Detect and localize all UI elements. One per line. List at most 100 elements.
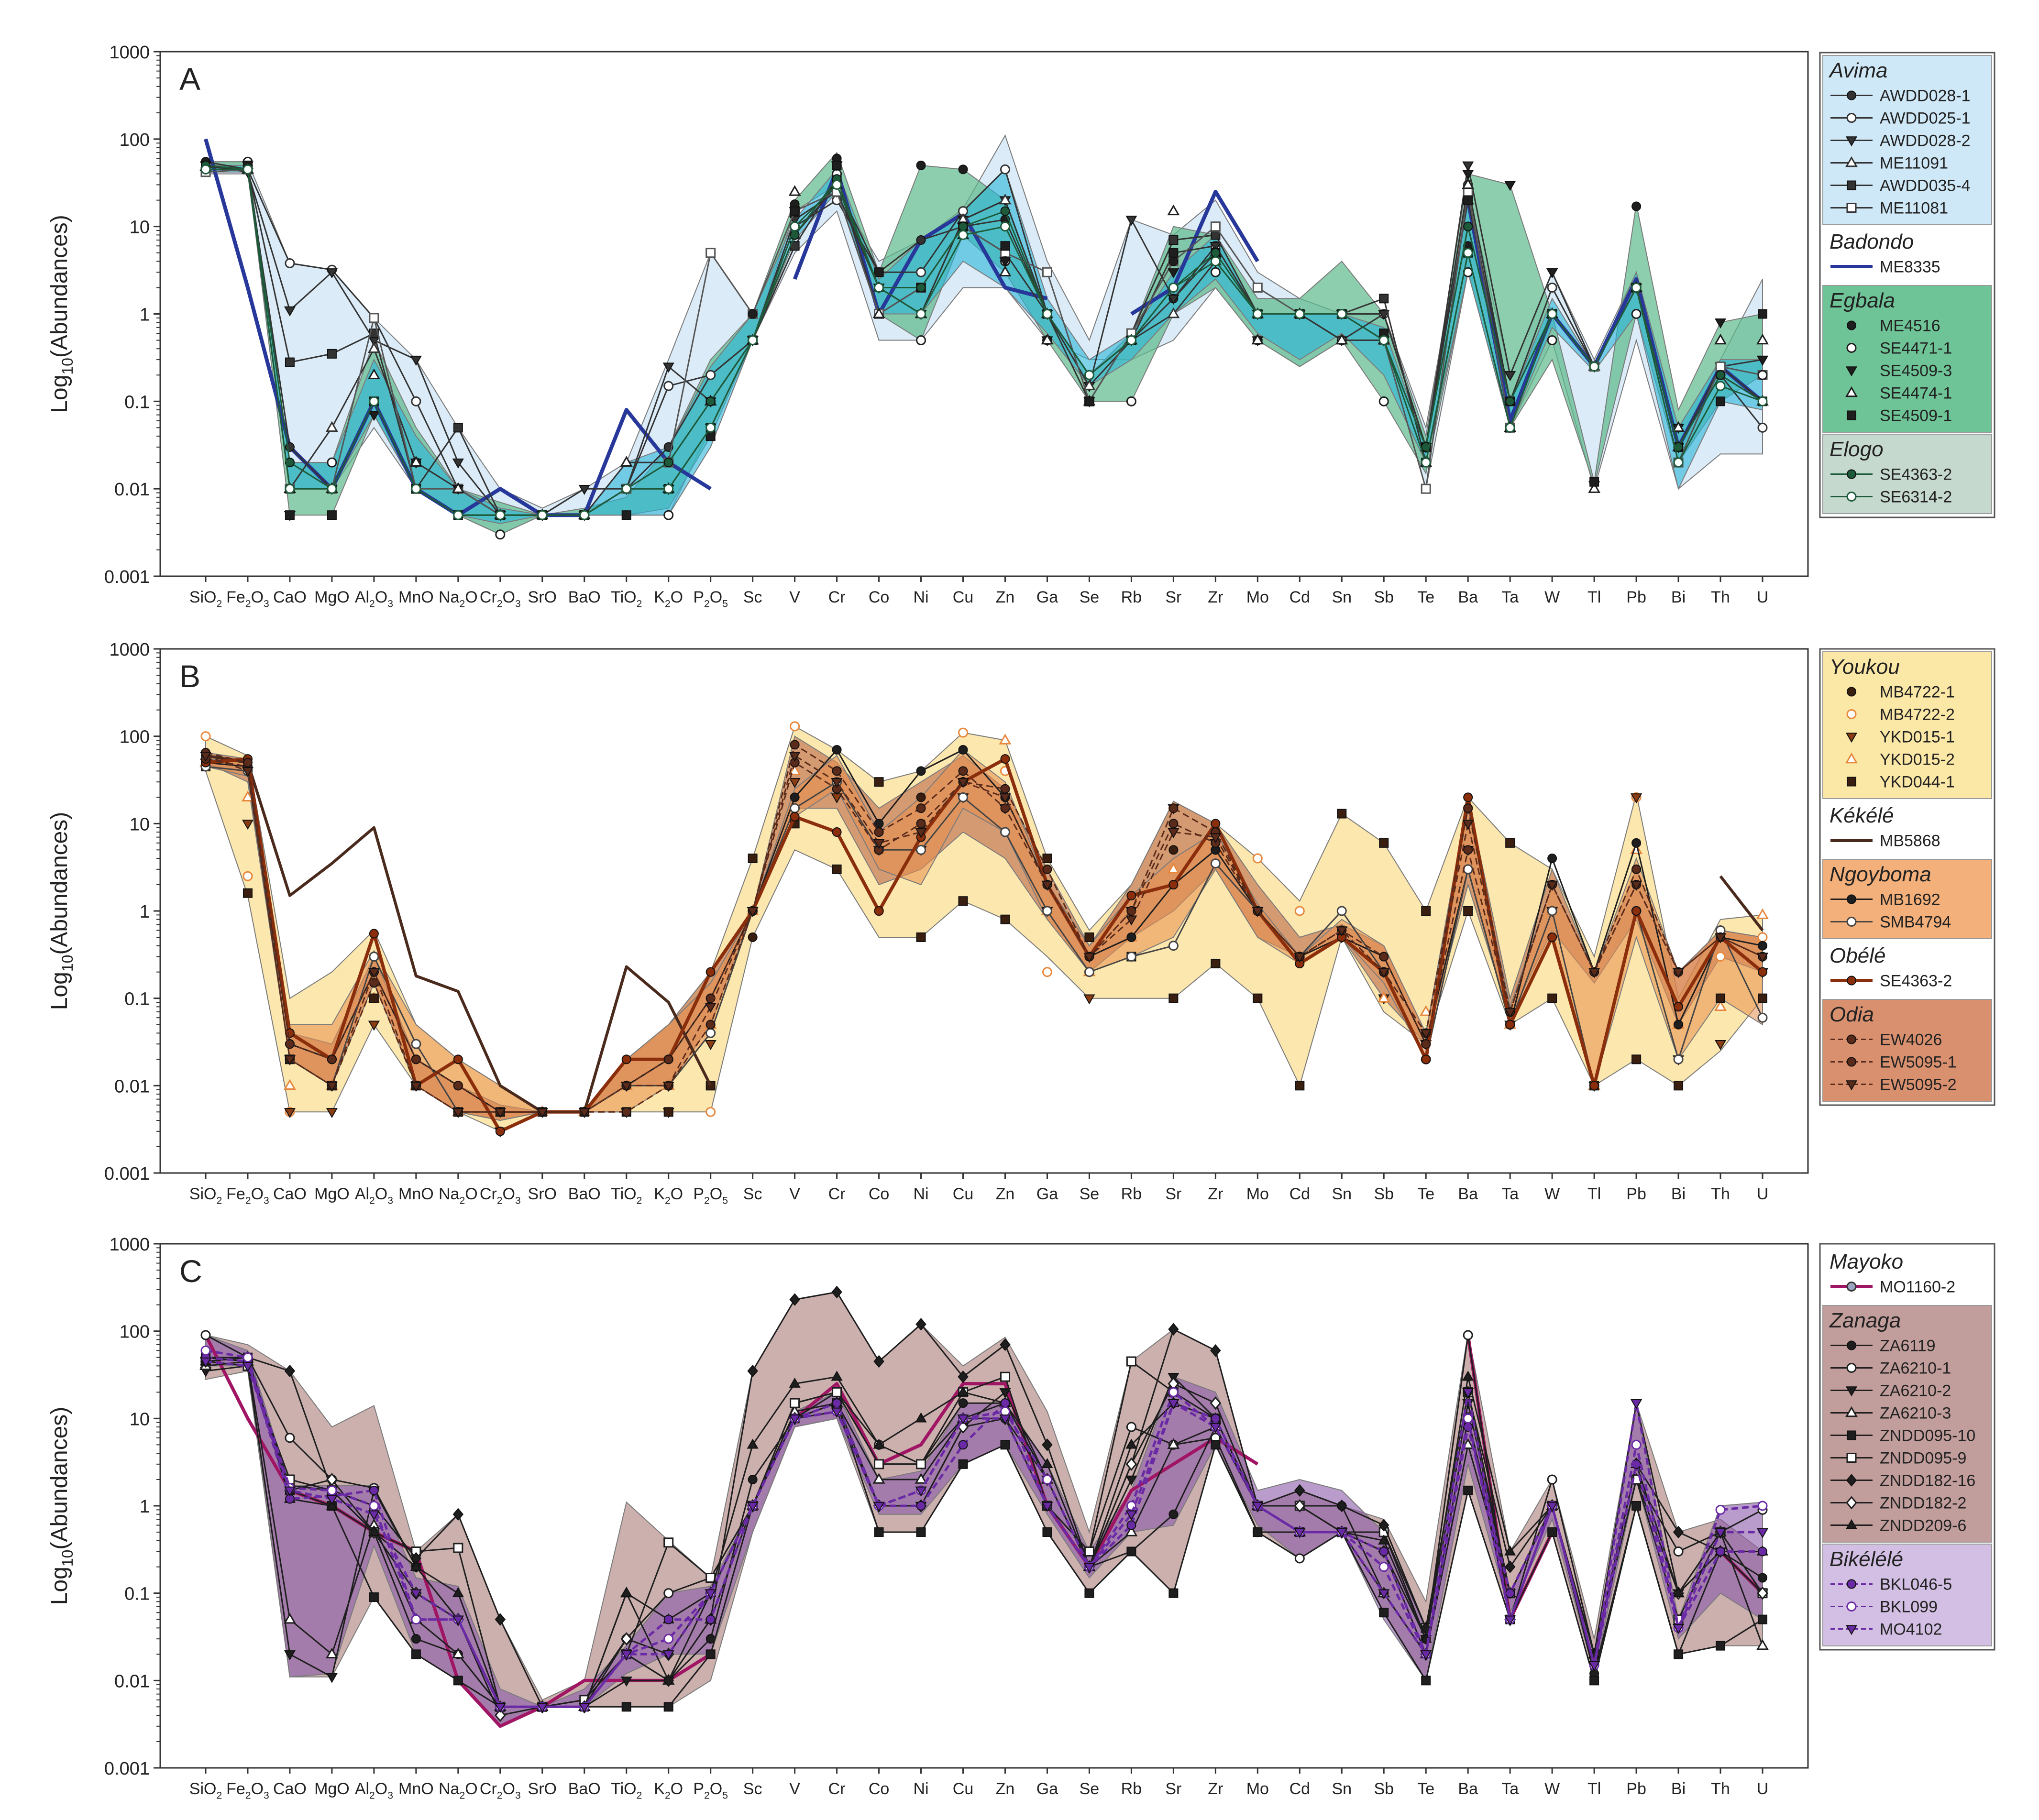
- x-tick-label: SiO2: [189, 1780, 222, 1801]
- data-point: [1420, 1005, 1433, 1016]
- data-point: [999, 793, 1011, 804]
- legend-marker: [1845, 1080, 1858, 1091]
- legend-item: AWDD028-1: [1830, 87, 1971, 105]
- y-tick-label: 1000: [109, 640, 150, 660]
- data-point: [1714, 318, 1727, 329]
- data-point: [1000, 221, 1010, 232]
- data-point: [621, 1054, 631, 1064]
- data-point: [1631, 1054, 1642, 1064]
- legend-item: EW4026: [1830, 1031, 1942, 1049]
- data-point: [958, 1398, 968, 1408]
- data-point: [620, 1587, 632, 1597]
- data-point: [284, 1612, 296, 1624]
- data-point: [453, 1676, 463, 1686]
- data-point: [1547, 335, 1557, 346]
- data-point: [1758, 967, 1767, 977]
- legend-marker: [1845, 1625, 1858, 1635]
- data-point: [1000, 1371, 1010, 1382]
- data-point: [285, 1433, 295, 1443]
- data-point: [1505, 1020, 1515, 1030]
- x-tick-label: Bi: [1671, 588, 1686, 606]
- data-point: [1714, 1040, 1727, 1050]
- legend-section-badondo: Badondo ME8335: [1823, 227, 1992, 284]
- x-axis: SiO2 Fe2O3 CaO MgO Al2O3 MnO Na2O Cr2O3 SrO BaO Ti…: [189, 1173, 1768, 1206]
- data-point: [789, 1414, 801, 1425]
- data-point: [1757, 370, 1768, 380]
- data-point: [1335, 333, 1348, 345]
- legend-item: ZNDD182-2: [1830, 1494, 1966, 1513]
- band-elogo: [205, 164, 1763, 524]
- data-point: [916, 309, 926, 319]
- data-point: [1210, 267, 1221, 277]
- data-point: [368, 1526, 380, 1536]
- data-point: [1463, 792, 1473, 802]
- legend-item-label: ZNDD182-2: [1880, 1494, 1966, 1513]
- legend-item-label: YKD015-1: [1880, 728, 1955, 746]
- data-point: [367, 342, 380, 353]
- data-point: [748, 335, 758, 346]
- data-point: [1420, 1650, 1432, 1661]
- data-point: [621, 483, 632, 494]
- legend-item-label: SMB4794: [1880, 913, 1951, 932]
- data-point: [453, 1081, 463, 1091]
- data-point: [1673, 1546, 1684, 1557]
- data-point: [1168, 993, 1179, 1003]
- x-tick-label: K2O: [654, 588, 683, 610]
- legend-section-title: Badondo: [1830, 230, 1914, 253]
- legend-item: SE4363-2: [1830, 466, 1952, 484]
- data-point: [705, 422, 716, 433]
- data-point: [1084, 370, 1094, 380]
- data-point: [578, 1703, 590, 1713]
- data-point: [1168, 880, 1179, 890]
- data-point: [200, 731, 211, 742]
- data-point: [1673, 1525, 1684, 1539]
- data-point: [326, 1108, 338, 1118]
- data-point: [789, 751, 801, 762]
- data-point: [621, 1107, 631, 1117]
- legend-item: AWDD025-1: [1830, 110, 1971, 128]
- data-point: [1588, 482, 1601, 493]
- data-point: [1336, 1528, 1348, 1538]
- data-point: [1462, 170, 1474, 180]
- data-point: [495, 1613, 506, 1626]
- x-tick-label: Co: [869, 588, 889, 606]
- data-point: [1167, 863, 1180, 874]
- data-point: [1463, 803, 1473, 813]
- data-point: [1126, 335, 1136, 346]
- data-point: [242, 1362, 254, 1372]
- data-point: [958, 896, 968, 906]
- data-point: [958, 727, 969, 738]
- data-point: [831, 793, 843, 804]
- legend-item: SE4363-2: [1830, 972, 1952, 990]
- data-point: [327, 457, 337, 468]
- legend-marker: [1847, 320, 1856, 330]
- x-tick-label: Ga: [1036, 1780, 1058, 1798]
- data-point: [1379, 838, 1389, 848]
- data-point: [1168, 295, 1179, 305]
- data-point: [1756, 953, 1769, 963]
- data-point: [1042, 967, 1052, 977]
- legend-item-label: ZNDD182-16: [1880, 1472, 1975, 1490]
- data-point: [1504, 1545, 1516, 1556]
- data-point: [705, 1040, 716, 1050]
- x-tick-label: Cd: [1290, 1185, 1310, 1203]
- data-point: [1168, 1387, 1179, 1397]
- x-tick-label: Sr: [1165, 588, 1181, 606]
- legend-marker: [1847, 180, 1856, 190]
- data-point: [1631, 1439, 1642, 1450]
- data-point: [874, 827, 884, 837]
- data-point: [579, 510, 590, 520]
- data-point: [832, 1398, 842, 1408]
- data-point: [958, 1440, 968, 1450]
- legend-section-title: Mayoko: [1830, 1250, 1903, 1273]
- x-tick-label: Tl: [1587, 1780, 1601, 1798]
- data-point: [1463, 1485, 1473, 1495]
- legend-item: ME11081: [1830, 199, 1948, 218]
- data-point: [1000, 1398, 1010, 1408]
- data-point: [369, 1501, 379, 1511]
- series-line: [205, 754, 1764, 1114]
- data-point: [748, 309, 758, 319]
- data-point: [1757, 1501, 1768, 1511]
- data-point: [916, 819, 926, 829]
